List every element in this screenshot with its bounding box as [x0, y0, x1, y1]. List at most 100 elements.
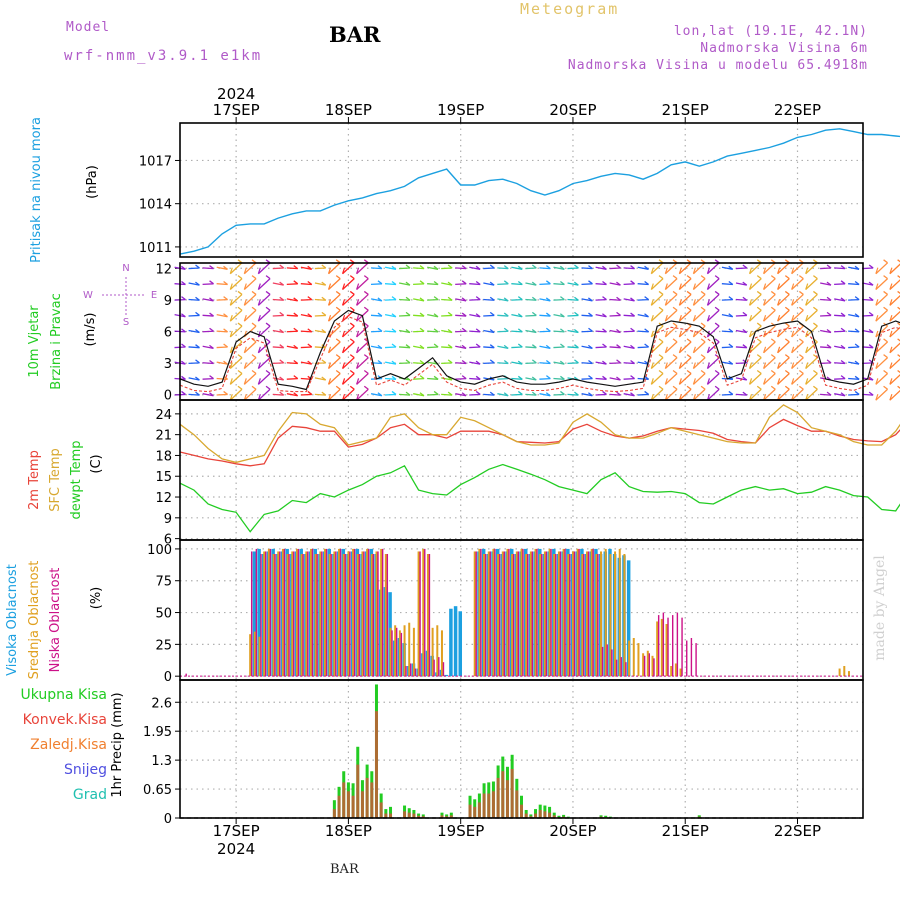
- bottom-date-label: 21SEP: [662, 822, 709, 840]
- mid-cloud-bar: [483, 554, 486, 677]
- wind-barb-shaft: [595, 298, 607, 301]
- wind-barb-feather: [692, 299, 696, 306]
- wind-barb-feather: [748, 299, 753, 306]
- wind-barb-shaft: [664, 341, 678, 354]
- wind-barb-shaft: [650, 262, 664, 275]
- wind-barb: [637, 265, 649, 270]
- wind-barb-head: [251, 369, 257, 374]
- wind-barb-shaft: [455, 314, 467, 317]
- wind-barb: [721, 360, 734, 365]
- wind-barb-shaft: [875, 293, 889, 306]
- mid-cloud-bar: [501, 551, 504, 677]
- wind-barb-shaft: [441, 362, 453, 365]
- wind-barb-head: [461, 392, 467, 397]
- wind-barb: [748, 385, 762, 401]
- wind-barb-shaft: [188, 346, 200, 349]
- wind-barb-head: [644, 343, 650, 348]
- wind-barb-shaft: [314, 393, 326, 396]
- wind-barb: [216, 390, 228, 396]
- wind-barb-shaft: [834, 393, 846, 397]
- wind-barb: [469, 375, 481, 380]
- wind-barb: [327, 290, 341, 306]
- wind-barb-shaft: [370, 330, 383, 333]
- wind-barb: [286, 359, 299, 365]
- wind-barb: [427, 313, 439, 318]
- mid-cloud-bar: [291, 551, 294, 677]
- wind-barb: [650, 275, 664, 291]
- wind-barb-head: [770, 275, 776, 280]
- mid-cloud-bar: [338, 548, 341, 677]
- wind-barb: [650, 259, 664, 275]
- wind-barb: [791, 354, 804, 370]
- wind-barb-head: [826, 329, 832, 334]
- wind-barb-shaft: [328, 309, 341, 322]
- wind-barb-shaft: [735, 282, 747, 286]
- wind-barb-shaft: [763, 278, 776, 291]
- conv-precip-bar: [374, 711, 378, 818]
- wind-barb: [848, 265, 860, 270]
- y-tick-label: 100: [147, 543, 172, 558]
- wind-barb-feather: [889, 378, 893, 385]
- high-cloud-bar: [458, 611, 463, 677]
- wind-barb-shaft: [721, 283, 733, 286]
- cloud-unit: (%): [89, 587, 104, 610]
- wind-barb: [384, 390, 397, 396]
- wind-barb: [692, 354, 706, 370]
- wind-barb-shaft: [721, 393, 733, 396]
- low-cloud-bar: [550, 548, 552, 677]
- wind-barb-feather: [889, 393, 893, 401]
- wind-barb: [286, 265, 299, 270]
- wind-barb-head: [489, 359, 495, 364]
- conv-precip-bar: [520, 804, 523, 818]
- wind-barb-head: [223, 343, 228, 348]
- wind-barb: [595, 343, 607, 349]
- wind-barb-head: [517, 343, 523, 348]
- wind-barb-head: [321, 281, 327, 286]
- wind-barb-shaft: [791, 309, 804, 322]
- wind-barb-head: [489, 329, 495, 334]
- wind-barb-head: [517, 296, 523, 301]
- wind-barb: [483, 344, 495, 349]
- wind-barb-shaft: [848, 393, 860, 396]
- wind-barb-shaft: [202, 283, 214, 286]
- wind-barb: [497, 280, 509, 286]
- wind-barb: [820, 391, 832, 396]
- wind-barb: [229, 259, 243, 275]
- wind-barb-head: [728, 313, 734, 318]
- wind-barb-shaft: [469, 266, 481, 270]
- mid-cloud-bar: [543, 551, 546, 677]
- wind-barb-shaft: [862, 282, 874, 286]
- wind-barb-shaft: [749, 388, 762, 401]
- wind-barb: [748, 259, 762, 275]
- wind-barb-head: [813, 369, 818, 374]
- wind-barb-head: [630, 327, 635, 332]
- wind-barb-shaft: [763, 357, 776, 370]
- wind-barb-head: [854, 313, 860, 318]
- wind-barb: [889, 306, 900, 322]
- wind-barb-head: [307, 265, 313, 270]
- wind-barb: [300, 343, 313, 349]
- mid-cloud-bar: [492, 548, 495, 677]
- wind-barb: [721, 280, 734, 286]
- mid-cloud-bar: [253, 631, 256, 677]
- wind-barb-shaft: [370, 314, 383, 317]
- conv-precip-bar: [449, 815, 453, 818]
- wind-barb-head: [349, 306, 355, 311]
- low-cloud-bar: [353, 548, 356, 677]
- wind-barb-head: [447, 281, 453, 286]
- wind-barb-head: [784, 322, 790, 327]
- wind-barb-feather: [327, 330, 332, 338]
- wind-barb-shaft: [300, 314, 312, 318]
- wind-barb-feather: [356, 283, 360, 290]
- wind-barb-shaft: [707, 341, 720, 354]
- wind-barb-head: [840, 392, 846, 397]
- wind-barb: [216, 328, 228, 333]
- wind-barb-head: [742, 296, 748, 301]
- wind-barb: [539, 265, 551, 270]
- wind-barb-head: [405, 311, 411, 316]
- wind-barb-shaft: [777, 309, 790, 322]
- wind-barb-shaft: [567, 393, 579, 396]
- wind-barb: [664, 306, 678, 322]
- wind-barb-feather: [229, 362, 233, 369]
- wind-barb: [777, 306, 790, 322]
